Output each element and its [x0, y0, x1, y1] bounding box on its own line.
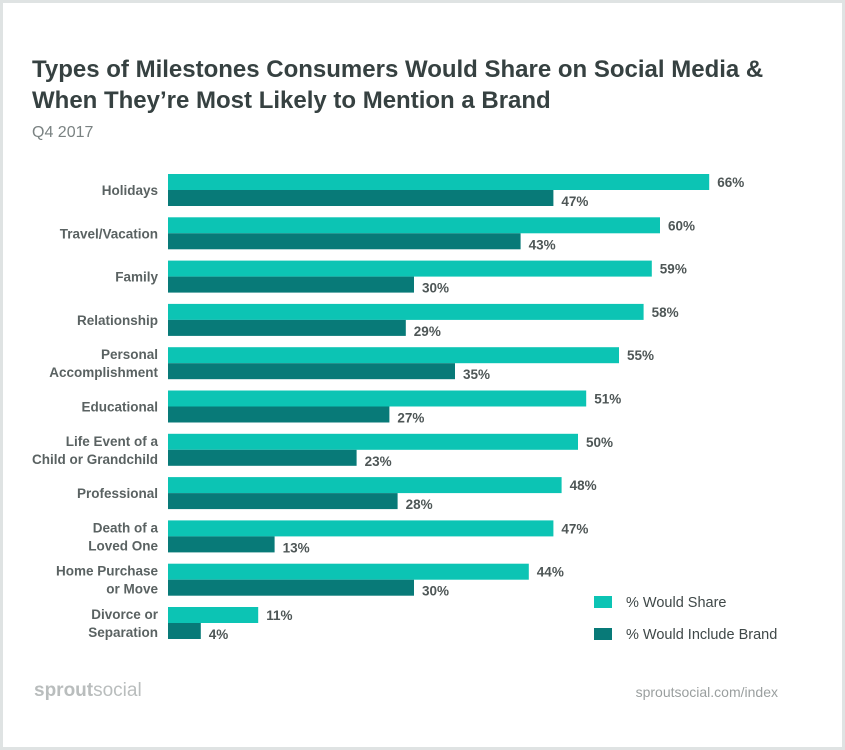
bar-would-include-brand — [168, 233, 521, 250]
category-group: Life Event of a Child or Grandchild 50% 23% — [32, 433, 613, 469]
data-label: 50% — [586, 435, 613, 450]
bar-would-share — [168, 563, 529, 580]
category-label: Personal — [101, 347, 158, 362]
legend-swatch — [594, 596, 612, 608]
legend-item: % Would Include Brand — [594, 627, 777, 643]
category-label: Educational — [81, 400, 158, 415]
bar-would-share — [168, 520, 554, 537]
category-group: Death of a Loved One 47% 13% — [88, 520, 588, 555]
category-group: Personal Accomplishment 55% 35% — [49, 347, 654, 382]
category-label: Relationship — [77, 313, 158, 328]
data-label: 47% — [561, 521, 588, 536]
bar-would-include-brand — [168, 579, 414, 596]
category-label: Divorce or — [91, 607, 159, 622]
data-label: 27% — [397, 411, 424, 426]
bar-would-share — [168, 260, 652, 277]
bar-would-share — [168, 433, 578, 450]
category-label: Professional — [77, 486, 158, 501]
data-label: 55% — [627, 348, 654, 363]
category-label: Holidays — [102, 183, 158, 198]
category-label: Death of a — [93, 520, 159, 535]
bar-would-share — [168, 390, 587, 407]
category-group: Travel/Vacation 60% 43% — [60, 217, 695, 252]
bar-would-include-brand — [168, 406, 390, 423]
data-label: 23% — [365, 454, 392, 469]
category-label: Separation — [88, 625, 158, 640]
data-label: 43% — [529, 237, 556, 252]
legend-label: % Would Include Brand — [626, 627, 777, 643]
data-label: 59% — [660, 262, 687, 277]
bar-would-share — [168, 607, 259, 623]
category-group: Family 59% 30% — [115, 260, 687, 296]
bar-would-include-brand — [168, 623, 201, 639]
bar-would-include-brand — [168, 319, 406, 336]
category-group: Relationship 58% 29% — [77, 303, 679, 339]
category-label: Loved One — [88, 538, 158, 553]
bar-would-include-brand — [168, 276, 414, 293]
data-label: 58% — [652, 305, 679, 320]
data-label: 35% — [463, 367, 490, 382]
logo-light: social — [93, 680, 142, 701]
category-label: Travel/Vacation — [60, 226, 158, 241]
bar-would-include-brand — [168, 536, 275, 553]
chart-title-line-1: Types of Milestones Consumers Would Shar… — [32, 56, 763, 83]
bar-would-include-brand — [168, 449, 357, 466]
category-label: Family — [115, 270, 158, 285]
bar-would-share — [168, 477, 562, 494]
category-label: Home Purchase — [56, 564, 159, 579]
bar-would-share — [168, 303, 644, 320]
data-label: 29% — [414, 324, 441, 339]
sproutsocial-logo: sproutsocial — [34, 680, 142, 701]
data-label: 4% — [209, 627, 229, 642]
category-group: Educational 51% 27% — [81, 390, 621, 426]
data-label: 11% — [266, 608, 292, 623]
legend-item: % Would Share — [594, 595, 726, 611]
data-label: 60% — [668, 218, 695, 233]
bar-would-share — [168, 217, 660, 234]
data-label: 30% — [422, 281, 449, 296]
category-group: Professional 48% 28% — [77, 477, 597, 512]
bar-would-share — [168, 174, 710, 190]
data-label: 44% — [537, 565, 564, 580]
chart-title-line-2: When They’re Most Likely to Mention a Br… — [32, 87, 551, 114]
data-label: 13% — [283, 540, 310, 555]
category-label: Child or Grandchild — [32, 452, 158, 467]
bar-would-share — [168, 347, 619, 364]
data-label: 47% — [561, 194, 588, 209]
category-group: Home Purchase or Move 44% 30% — [56, 563, 564, 599]
bar-would-include-brand — [168, 363, 455, 380]
category-group: Holidays 66% 47% — [102, 174, 744, 209]
logo-bold: sprout — [34, 680, 94, 701]
data-label: 48% — [570, 478, 597, 493]
category-label: Accomplishment — [49, 365, 158, 380]
category-label: Life Event of a — [66, 434, 159, 449]
category-group: Divorce or Separation 11% 4% — [88, 607, 292, 642]
legend-label: % Would Share — [626, 595, 726, 611]
footer-url: sproutsocial.com/index — [636, 684, 778, 700]
data-label: 66% — [717, 175, 744, 190]
legend-swatch — [594, 628, 612, 640]
data-label: 28% — [406, 497, 433, 512]
bar-would-include-brand — [168, 190, 554, 206]
chart-subtitle: Q4 2017 — [32, 124, 93, 141]
category-label: or Move — [106, 582, 158, 597]
svg-text:sproutsocial: sproutsocial — [34, 680, 142, 701]
data-label: 51% — [594, 392, 621, 407]
data-label: 30% — [422, 584, 449, 599]
bar-would-include-brand — [168, 493, 398, 510]
